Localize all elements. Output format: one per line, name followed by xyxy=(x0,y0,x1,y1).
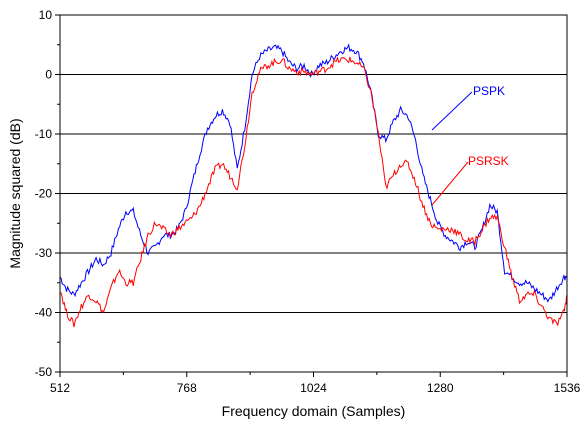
x-tick-label: 1280 xyxy=(427,381,454,395)
x-tick-label: 1536 xyxy=(554,381,581,395)
series-layer xyxy=(59,43,568,328)
x-axis-title: Frequency domain (Samples) xyxy=(222,403,406,419)
x-tick-label: 768 xyxy=(177,381,197,395)
y-axis-title: Magnitude squared (dB) xyxy=(7,118,23,268)
y-tick-label: -20 xyxy=(35,187,53,201)
grid-lines xyxy=(60,74,567,313)
axis-ticks xyxy=(55,14,568,377)
y-tick-label: 10 xyxy=(39,8,53,22)
y-tick-label: -30 xyxy=(35,246,53,260)
annotation-leader xyxy=(431,161,469,206)
y-tick-label: -40 xyxy=(35,306,53,320)
x-tick-label: 512 xyxy=(50,381,70,395)
tick-labels: 10 0 -10 -20 -30 -40 -50 512 768 1024 1280 1536 xyxy=(35,8,581,395)
y-tick-label: 0 xyxy=(45,68,52,82)
annotation-psrsk: PSRSK xyxy=(468,154,509,168)
annotation-pspk: PSPK xyxy=(473,84,505,98)
y-tick-label: -50 xyxy=(35,365,53,379)
y-tick-label: -10 xyxy=(35,127,53,141)
series-annotations: PSPK PSRSK xyxy=(431,84,509,206)
x-tick-label: 1024 xyxy=(300,381,327,395)
series-line-psrsk xyxy=(59,56,568,328)
annotation-leader xyxy=(431,91,473,131)
